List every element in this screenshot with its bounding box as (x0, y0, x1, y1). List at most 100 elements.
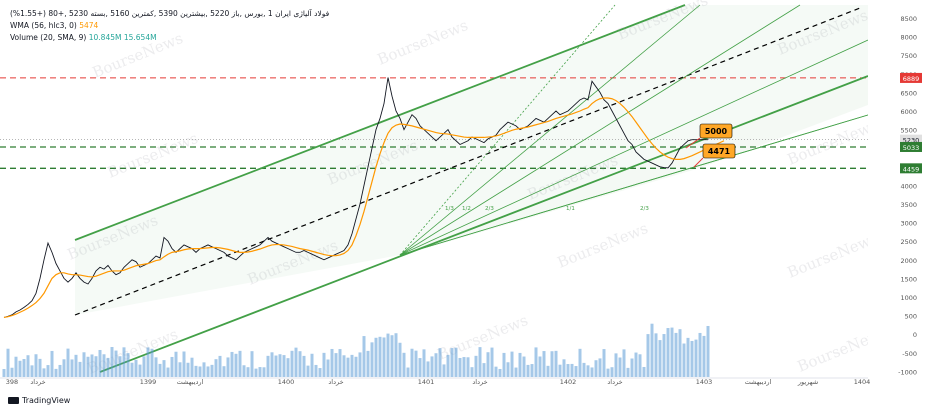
volume-bar (646, 334, 650, 377)
volume-bar (350, 354, 354, 377)
volume-bar (614, 353, 618, 377)
volume-bar (706, 325, 710, 377)
volume-bar (478, 347, 482, 377)
callout-5000: 5000 (705, 127, 728, 136)
y-tick-label: 4000 (900, 182, 917, 190)
volume-bar (26, 355, 30, 377)
y-tick-label: 3500 (900, 201, 917, 209)
x-tick-label: 1404 (854, 378, 871, 386)
volume-bar (538, 356, 542, 377)
volume-bar (346, 357, 350, 377)
volume-bar (290, 350, 294, 377)
fan-line (399, 4, 801, 256)
callout-4471-pointer (693, 157, 704, 168)
volume-bar (406, 367, 410, 377)
volume-bar (282, 355, 286, 377)
volume-bar (462, 357, 466, 377)
callout-5000-pointer (685, 137, 701, 149)
volume-bar (510, 351, 514, 377)
volume-bar (146, 347, 150, 377)
volume-bar (678, 329, 682, 377)
x-tick-label: 1402 (560, 378, 577, 386)
volume-bar (190, 357, 194, 377)
volume-bar (326, 359, 330, 377)
volume-bar (446, 354, 450, 377)
volume-bar (22, 359, 26, 377)
volume-bar (430, 356, 434, 377)
volume-bar (202, 362, 206, 377)
volume-bar (586, 365, 590, 377)
volume-bar (370, 342, 374, 377)
wma-legend: WMA (56, hlc3, 0) 5474 (10, 20, 329, 32)
volume-bar (562, 359, 566, 377)
volume-bar (330, 348, 334, 377)
volume-bar (318, 368, 322, 377)
volume-bar (34, 354, 38, 377)
volume-bar (450, 348, 454, 377)
volume-bar (442, 364, 446, 377)
volume-bar (434, 353, 438, 377)
volume-bar (642, 366, 646, 377)
volume-bar (578, 348, 582, 377)
fan-line (399, 4, 701, 256)
volume-bar (106, 357, 110, 377)
volume-bar (122, 347, 126, 377)
volume-bar (54, 368, 58, 377)
volume-bar (654, 333, 658, 377)
volume-bar (494, 366, 498, 377)
y-tick-label: 6500 (900, 89, 917, 97)
x-tick-label: 1403 (696, 378, 713, 386)
volume-bar (342, 355, 346, 377)
volume-bar (242, 365, 246, 377)
volume-bar (262, 367, 266, 377)
volume-bar (378, 336, 382, 377)
fan-line (399, 114, 868, 256)
volume-bar (14, 356, 18, 377)
volume-bar (294, 347, 298, 377)
volume-bar (358, 352, 362, 377)
volume-bar (666, 328, 670, 377)
tradingview-brand[interactable]: TradingView (8, 396, 70, 405)
volume-bar (266, 355, 270, 377)
volume-bar (574, 366, 578, 377)
volume-bar (150, 348, 154, 377)
fib-label: 1/2 (462, 206, 471, 212)
x-tick-label: 1401 (418, 378, 435, 386)
resistance-price-label: 6889 (903, 75, 920, 83)
volume-bar (482, 363, 486, 377)
y-tick-label: -500 (902, 350, 917, 358)
fib-label: 2/3 (485, 206, 494, 212)
support-2-price-label: 4459 (903, 165, 920, 173)
callout-4471-box (702, 143, 736, 159)
support-1-price-label: 5033 (903, 144, 920, 152)
volume-bar (366, 350, 370, 377)
wma-label: WMA (56, hlc3, 0) (10, 21, 77, 30)
volume-bar (466, 357, 470, 377)
y-tick-label: 1500 (900, 275, 917, 283)
volume-bar (274, 355, 278, 377)
y-tick-label: 8000 (900, 34, 917, 42)
volume-bar (38, 358, 42, 377)
x-tick-label: خرداد (607, 378, 622, 386)
volume-bar (338, 349, 342, 377)
volume-bar (218, 355, 222, 377)
y-tick-label: 2000 (900, 257, 917, 265)
volume-bar (258, 367, 262, 377)
volume-bar (418, 358, 422, 377)
volume-bar (126, 353, 130, 377)
volume-bar (702, 335, 706, 377)
volume-value-1: 10.845M (88, 33, 122, 42)
y-tick-label: 2500 (900, 238, 917, 246)
volume-bar (178, 362, 182, 377)
volume-bar (670, 327, 674, 377)
x-tick-label: 1399 (140, 378, 157, 386)
volume-bar (158, 363, 162, 377)
volume-bar (2, 369, 6, 377)
volume-bar (10, 367, 14, 377)
volume-bar (630, 358, 634, 377)
volume-bar (298, 351, 302, 377)
volume-bar (94, 356, 98, 377)
volume-bar (130, 362, 134, 377)
volume-bar (238, 350, 242, 377)
